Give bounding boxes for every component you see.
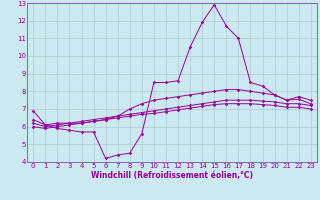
X-axis label: Windchill (Refroidissement éolien,°C): Windchill (Refroidissement éolien,°C)	[91, 171, 253, 180]
